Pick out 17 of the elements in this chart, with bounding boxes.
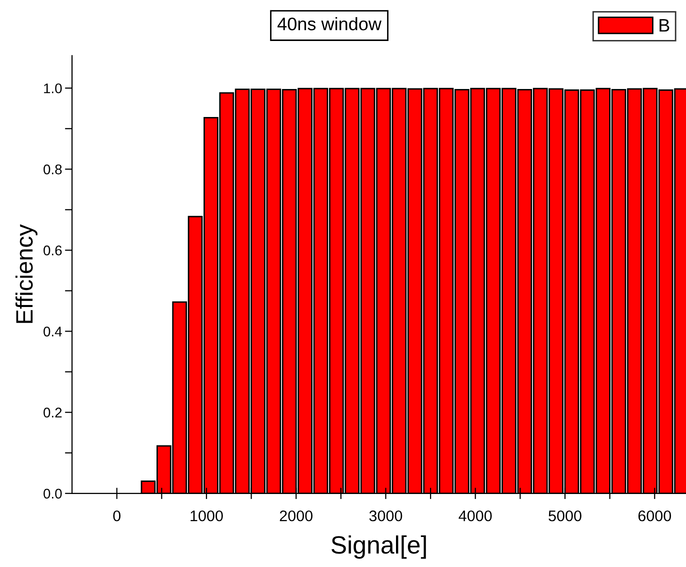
chart-title: 40ns window [278, 17, 382, 30]
y-tick-label: 0.0 [44, 488, 62, 499]
y-tick-label: 1.0 [44, 83, 62, 94]
x-tick-label: 0 [113, 510, 120, 522]
y-axis-title: Efficiency [15, 224, 38, 323]
x-tick-label: 6000 [638, 510, 672, 522]
x-tick-label: 4000 [458, 510, 492, 522]
x-axis-title: Signal[e] [332, 535, 426, 559]
x-tick-label: 3000 [369, 510, 402, 522]
y-tick-label: 0.4 [44, 326, 62, 336]
x-tick-label: 1000 [190, 510, 223, 522]
y-tick-label: 0.2 [44, 408, 62, 418]
y-tick-label: 0.8 [44, 164, 62, 174]
y-tick-label: 0.6 [44, 246, 62, 256]
x-tick-label: 2000 [280, 510, 313, 522]
x-tick-label: 5000 [548, 510, 582, 522]
legend-label: B [660, 19, 670, 32]
